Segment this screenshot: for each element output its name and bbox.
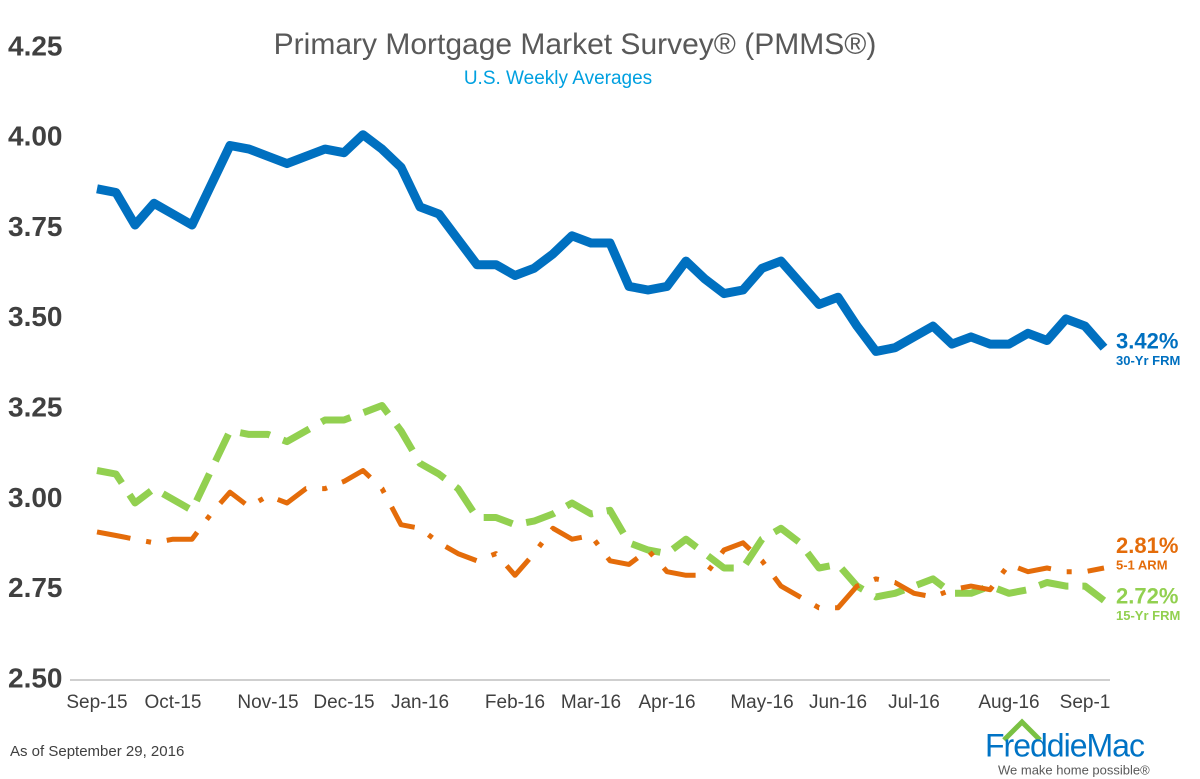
y-tick-label: 2.75 <box>8 572 63 603</box>
series-name-label: 5-1 ARM <box>1116 557 1168 572</box>
logo-roof <box>1002 718 1042 742</box>
series-line <box>96 402 1107 604</box>
x-tick-label: Jul-16 <box>888 692 940 713</box>
logo: FreddieMac We make home possible® <box>985 718 1150 777</box>
x-tick-label: Mar-16 <box>561 692 621 713</box>
x-tick-label: Apr-16 <box>638 692 695 713</box>
y-tick-label: 4.25 <box>8 30 63 61</box>
y-tick-label: 3.25 <box>8 392 63 423</box>
logo-tagline: We make home possible® <box>998 762 1150 777</box>
y-tick-label: 3.75 <box>8 211 63 242</box>
series-line <box>96 130 1108 356</box>
logo-name: FreddieMac <box>985 727 1145 763</box>
y-tick-label: 2.50 <box>8 662 63 693</box>
x-tick-label: Jan-16 <box>391 692 449 713</box>
x-tick-label: Aug-16 <box>978 692 1039 713</box>
y-tick-label: 3.50 <box>8 301 63 332</box>
x-tick-label: Sep-15 <box>66 692 127 713</box>
chart-title: Primary Mortgage Market Survey® (PMMS®) <box>274 28 877 61</box>
y-tick-label: 4.00 <box>8 121 63 152</box>
x-tick-label: May-16 <box>730 692 793 713</box>
end-value-label: 2.72% <box>1116 583 1178 608</box>
end-value-label: 3.42% <box>1116 329 1178 354</box>
x-tick-label: Jun-16 <box>809 692 867 713</box>
end-value-label: 2.81% <box>1116 533 1178 558</box>
x-tick-label: Oct-15 <box>144 692 201 713</box>
x-tick-label: Feb-16 <box>485 692 545 713</box>
x-tick-label: Nov-15 <box>237 692 298 713</box>
chart-subtitle: U.S. Weekly Averages <box>464 68 652 89</box>
x-tick-label: Dec-15 <box>313 692 374 713</box>
footnote: As of September 29, 2016 <box>10 743 184 760</box>
series-name-label: 15-Yr FRM <box>1116 608 1180 623</box>
series-line <box>96 468 1105 611</box>
series-name-label: 30-Yr FRM <box>1116 353 1180 368</box>
y-tick-label: 3.00 <box>8 482 63 513</box>
x-tick-label: Sep-1 <box>1060 692 1111 713</box>
